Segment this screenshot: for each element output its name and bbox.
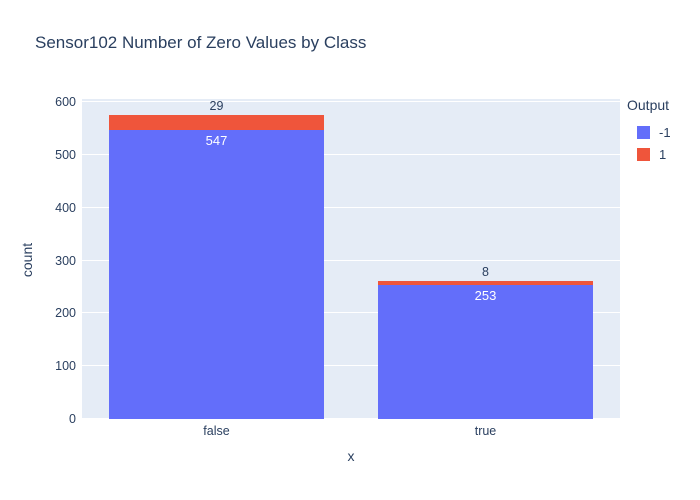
y-tick-label: 500 [55,147,76,162]
chart-title: Sensor102 Number of Zero Values by Class [35,33,367,52]
gridline [82,418,620,419]
y-tick-label: 0 [69,412,76,426]
legend-items: -1 1 [627,121,699,165]
bar-value-label-inside: 253 [474,288,497,304]
plot-area[interactable]: 547 29 false 253 8 true [82,98,620,438]
bar-segment-1-false[interactable] [108,114,325,130]
gridline [82,312,620,314]
legend-item-label: -1 [659,124,671,140]
legend-item-1[interactable]: 1 [627,143,699,165]
y-tick-label: 200 [55,306,76,321]
legend-swatch [637,147,650,161]
gridline [82,259,620,261]
x-tick-label: true [474,424,497,438]
x-axis-title: x [347,448,355,464]
gridline [82,365,620,367]
bar-segment--1-true[interactable] [377,285,594,419]
y-tick-label: 600 [55,95,76,109]
y-tick-label: 100 [55,359,76,374]
gridline [82,101,620,102]
legend: Output -1 1 [627,97,699,165]
legend-item--1[interactable]: -1 [627,121,699,143]
gridline [82,153,620,155]
legend-title: Output [627,97,670,113]
y-tick-label: 400 [55,200,76,215]
bar-segment--1-false[interactable] [108,130,325,419]
bar-value-label-outside: 29 [209,98,224,113]
bar-segment-1-true[interactable] [377,281,594,286]
bar-value-label-inside: 547 [205,133,228,148]
gridline [82,206,620,208]
legend-swatch [637,125,650,139]
bar-value-label-outside: 8 [482,265,489,280]
legend-item-label: 1 [659,146,667,162]
x-tick-label: false [203,424,230,438]
y-tick-label: 300 [55,253,76,268]
